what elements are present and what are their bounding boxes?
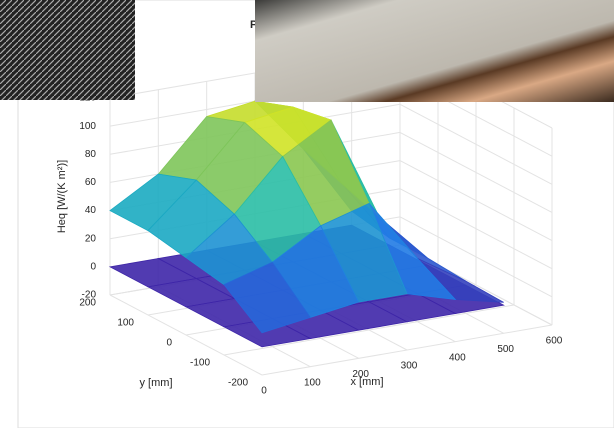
x-tick-label: 600 xyxy=(546,336,563,347)
x-tick-label: 100 xyxy=(304,377,321,388)
z-tick-label: 20 xyxy=(85,233,97,244)
z-tick-label: 60 xyxy=(85,177,97,188)
photo xyxy=(255,0,614,102)
z-tick-label: 0 xyxy=(90,261,96,272)
z-tick-label: 40 xyxy=(85,205,97,216)
z-tick-label: -20 xyxy=(82,290,97,301)
x-tick-label: 0 xyxy=(261,386,267,397)
x-tick-label: 300 xyxy=(401,361,418,372)
x-tick-label: 500 xyxy=(497,344,514,355)
y-tick-label: -200 xyxy=(228,378,248,389)
z-tick-label: 80 xyxy=(85,149,97,160)
z-axis-label: Heq [W/(K m²)] xyxy=(56,160,68,233)
x-tick-label: 400 xyxy=(449,352,466,363)
photo xyxy=(0,0,135,100)
y-axis-label: y [mm] xyxy=(140,377,173,389)
x-axis-label: x [mm] xyxy=(351,376,384,388)
chart: 0100200300400500600-200-1000100200-20020… xyxy=(0,0,614,428)
z-tick-label: 100 xyxy=(79,121,96,132)
y-tick-label: -100 xyxy=(190,358,210,369)
y-tick-label: 0 xyxy=(166,338,172,349)
y-tick-label: 100 xyxy=(117,318,134,329)
